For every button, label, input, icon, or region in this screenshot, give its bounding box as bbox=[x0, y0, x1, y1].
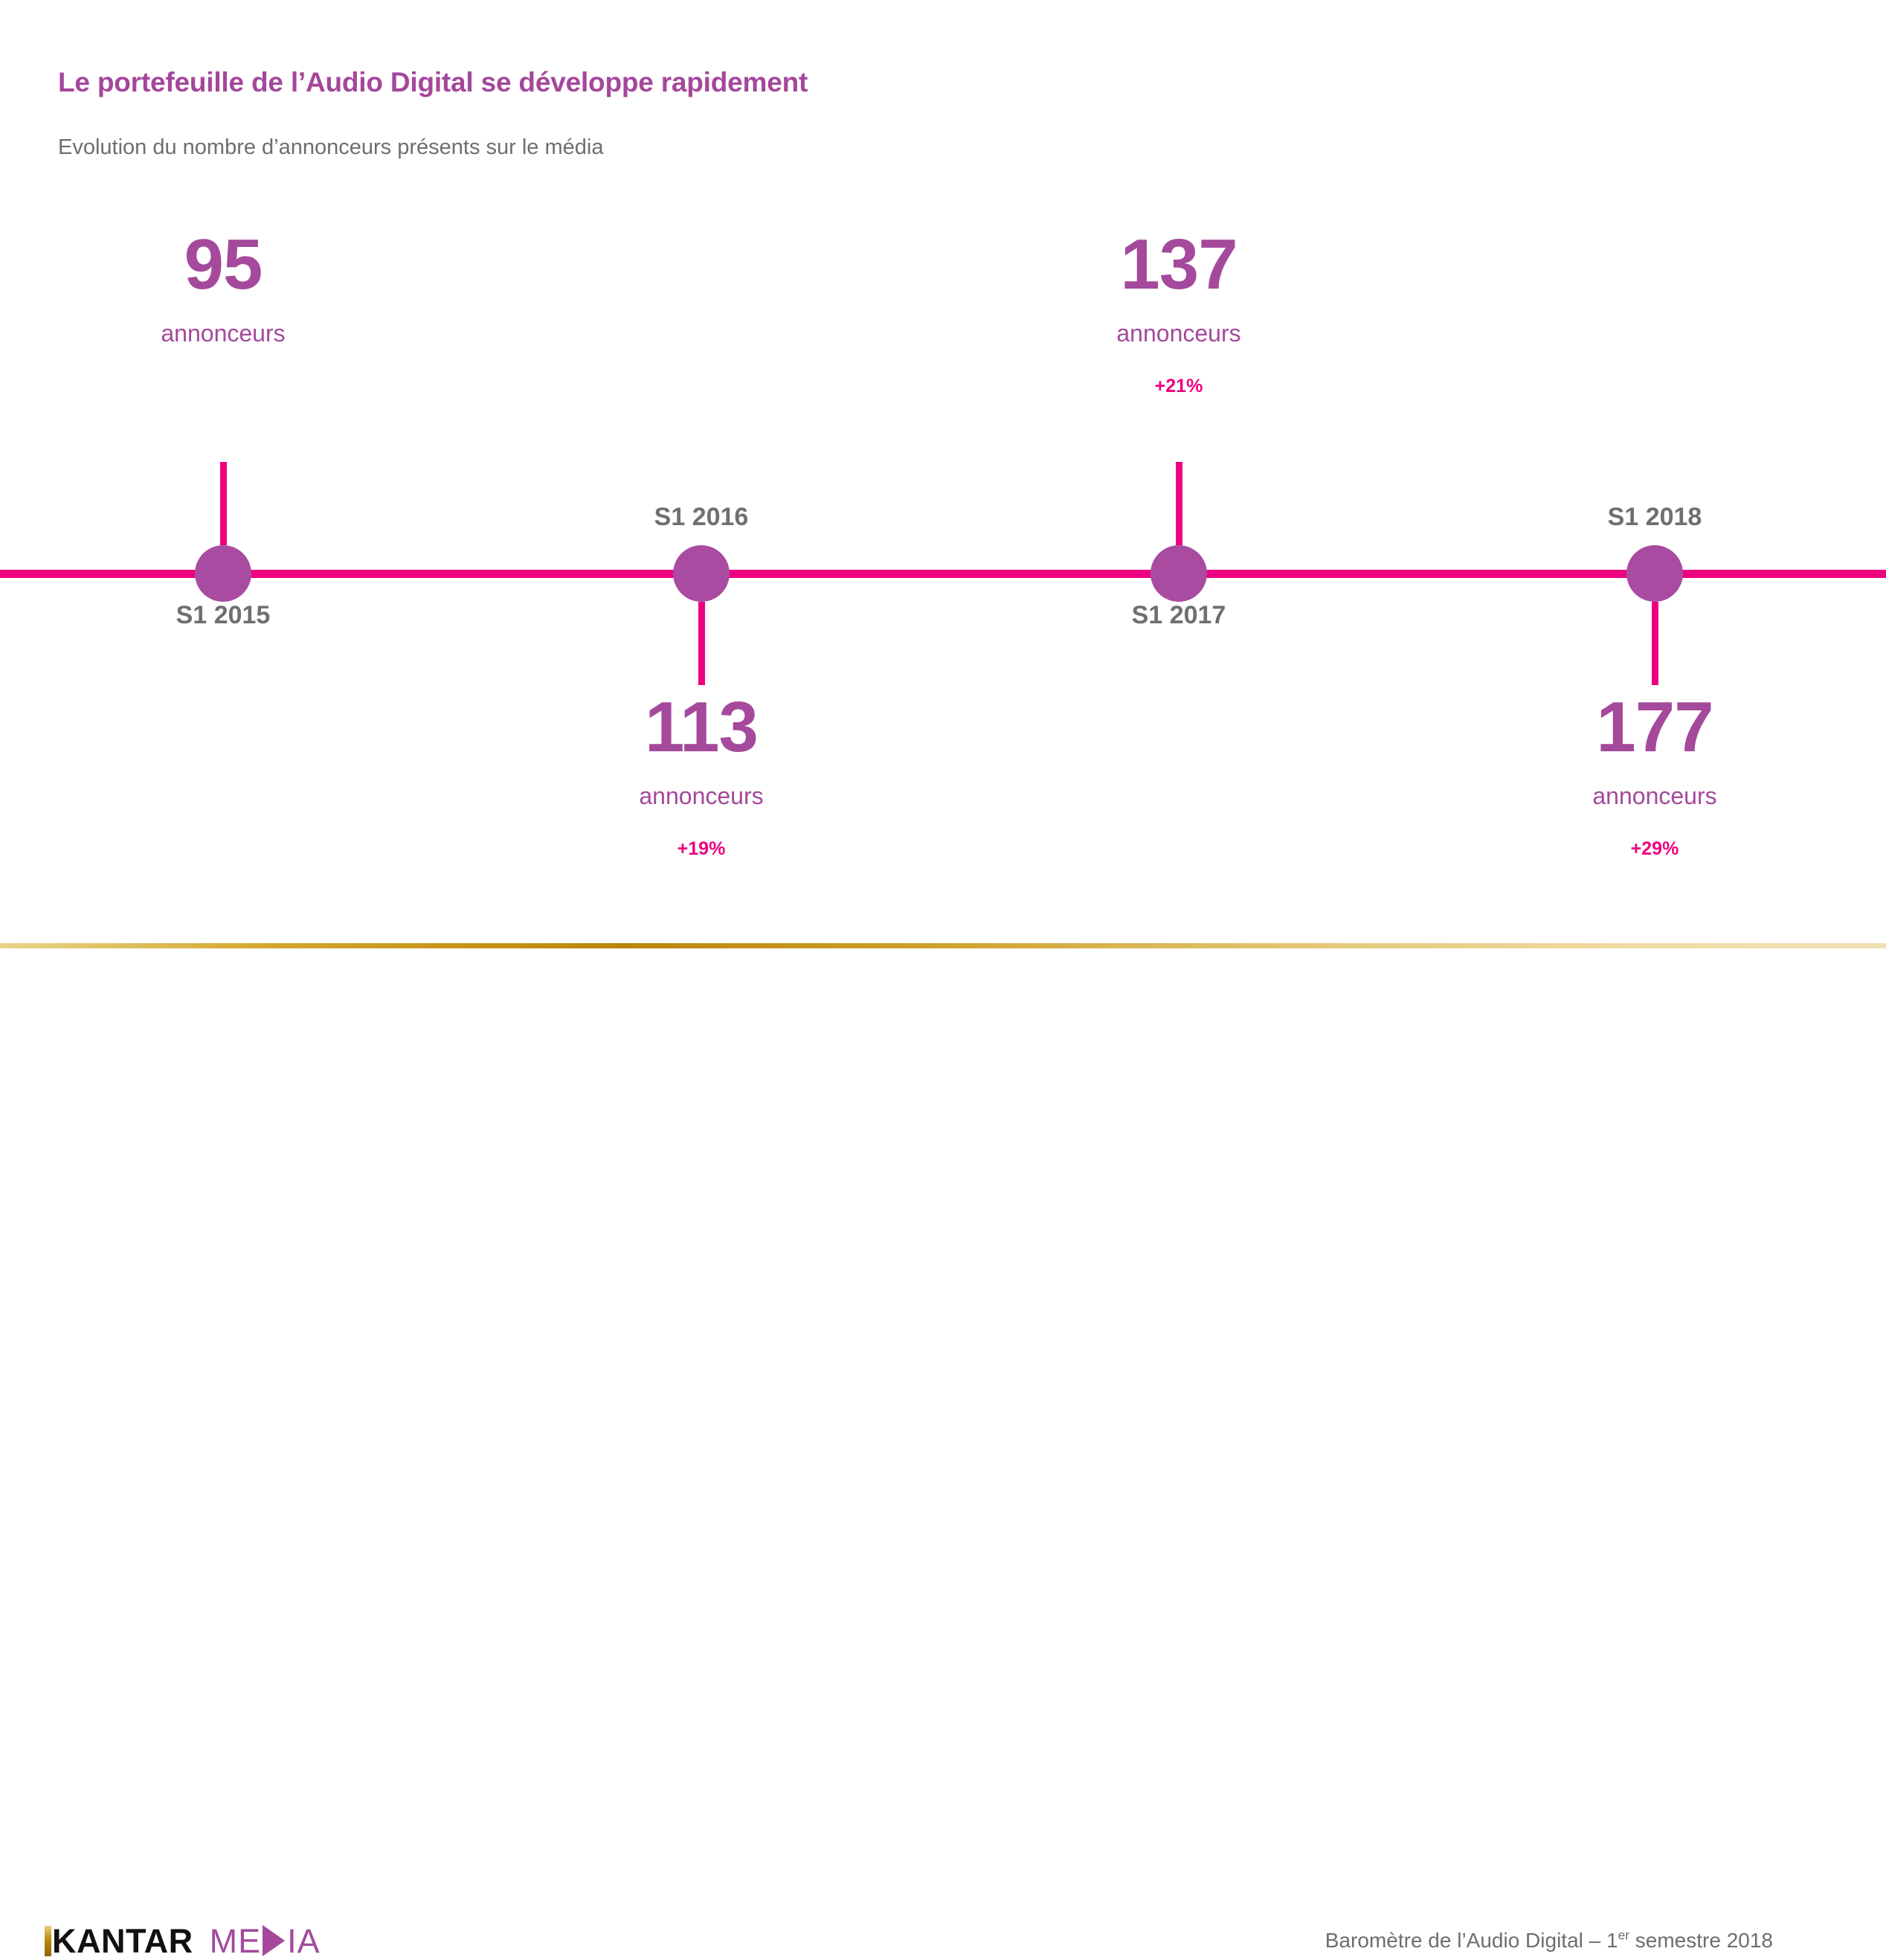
timeline-value-block: 113 annonceurs +19% bbox=[639, 692, 763, 860]
timeline-value-block: 177 annonceurs +29% bbox=[1592, 692, 1716, 860]
footer-divider bbox=[0, 943, 1886, 948]
timeline-value: 177 bbox=[1596, 687, 1713, 767]
timeline-unit-label: annonceurs bbox=[1116, 320, 1241, 347]
timeline-growth-badge: +19% bbox=[677, 838, 726, 859]
footer-caption-tail: semestre 2018 bbox=[1629, 1929, 1773, 1952]
logo-media-text: ME IA bbox=[210, 1924, 321, 1958]
timeline-year-label: S1 2018 bbox=[1607, 503, 1702, 531]
footer-caption-ordinal: er bbox=[1618, 1927, 1629, 1943]
timeline-connector bbox=[220, 462, 227, 545]
logo-kantar-text: KANTAR bbox=[52, 1921, 193, 1960]
timeline-growth-badge: +29% bbox=[1630, 838, 1679, 859]
page-subtitle: Evolution du nombre d’annonceurs présent… bbox=[58, 135, 604, 159]
footer: KANTAR ME IA Baromètre de l’Audio Digita… bbox=[0, 948, 1886, 1958]
kantar-media-logo: KANTAR ME IA bbox=[45, 1922, 321, 1959]
timeline-connector bbox=[698, 602, 705, 685]
timeline-value-block: 137 annonceurs +21% bbox=[1116, 229, 1240, 397]
timeline-marker[interactable] bbox=[1150, 545, 1207, 602]
timeline-unit-label: annonceurs bbox=[639, 783, 764, 809]
logo-gold-bar-icon bbox=[45, 1925, 51, 1956]
timeline-unit-label: annonceurs bbox=[1592, 783, 1717, 809]
timeline-value: 137 bbox=[1120, 225, 1238, 304]
logo-media-me: ME bbox=[209, 1921, 262, 1960]
timeline-connector bbox=[1176, 462, 1182, 545]
timeline-year-label: S1 2015 bbox=[176, 601, 271, 629]
footer-caption-main: Baromètre de l’Audio Digital – 1 bbox=[1325, 1929, 1618, 1952]
timeline-connector bbox=[1652, 602, 1658, 685]
timeline-year-label: S1 2016 bbox=[654, 503, 749, 531]
timeline-marker[interactable] bbox=[195, 545, 251, 602]
logo-media-ia: IA bbox=[287, 1921, 321, 1960]
page-title: Le portefeuille de l’Audio Digital se dé… bbox=[58, 67, 808, 97]
play-triangle-icon bbox=[263, 1925, 286, 1956]
timeline-year-label: S1 2017 bbox=[1131, 601, 1226, 629]
timeline-marker[interactable] bbox=[1626, 545, 1683, 602]
footer-caption: Baromètre de l’Audio Digital – 1er semes… bbox=[1325, 1929, 1773, 1953]
timeline-marker[interactable] bbox=[673, 545, 730, 602]
timeline-value-block: 95 annonceurs bbox=[161, 229, 285, 376]
timeline-unit-label: annonceurs bbox=[161, 320, 286, 347]
timeline-axis bbox=[0, 570, 1886, 578]
timeline-growth-badge: +21% bbox=[1154, 376, 1203, 396]
timeline-value: 113 bbox=[645, 687, 759, 767]
timeline-value: 95 bbox=[184, 225, 263, 304]
